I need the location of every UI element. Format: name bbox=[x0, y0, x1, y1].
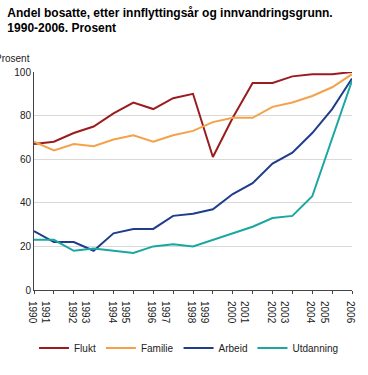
svg-text:2000: 2000 bbox=[226, 301, 237, 324]
svg-text:Flukt: Flukt bbox=[74, 343, 96, 354]
svg-text:0: 0 bbox=[25, 285, 31, 296]
svg-text:Familie: Familie bbox=[141, 343, 174, 354]
svg-text:2006: 2006 bbox=[345, 301, 356, 324]
svg-text:100: 100 bbox=[14, 67, 31, 78]
svg-text:1997: 1997 bbox=[160, 301, 171, 324]
svg-text:Prosent: Prosent bbox=[0, 53, 30, 64]
svg-text:1995: 1995 bbox=[120, 301, 131, 324]
svg-text:1999: 1999 bbox=[199, 301, 210, 324]
svg-text:40: 40 bbox=[20, 197, 32, 208]
svg-text:1993: 1993 bbox=[80, 301, 91, 324]
svg-text:Arbeid: Arbeid bbox=[219, 343, 248, 354]
svg-text:Andel bosatte, etter innflytti: Andel bosatte, etter innflyttingsår og i… bbox=[7, 6, 332, 36]
svg-text:2005: 2005 bbox=[319, 301, 330, 324]
svg-text:1992: 1992 bbox=[67, 301, 78, 324]
svg-text:2001: 2001 bbox=[239, 301, 250, 324]
svg-text:80: 80 bbox=[20, 110, 32, 121]
svg-text:2003: 2003 bbox=[279, 301, 290, 324]
svg-text:1998: 1998 bbox=[186, 301, 197, 324]
svg-text:Utdanning: Utdanning bbox=[292, 343, 338, 354]
svg-text:1990: 1990 bbox=[27, 301, 38, 324]
svg-text:60: 60 bbox=[20, 154, 32, 165]
svg-text:2004: 2004 bbox=[305, 301, 316, 324]
svg-text:2002: 2002 bbox=[266, 301, 277, 324]
svg-text:1994: 1994 bbox=[107, 301, 118, 324]
svg-text:1996: 1996 bbox=[146, 301, 157, 324]
svg-text:20: 20 bbox=[20, 241, 32, 252]
svg-text:1991: 1991 bbox=[40, 301, 51, 324]
